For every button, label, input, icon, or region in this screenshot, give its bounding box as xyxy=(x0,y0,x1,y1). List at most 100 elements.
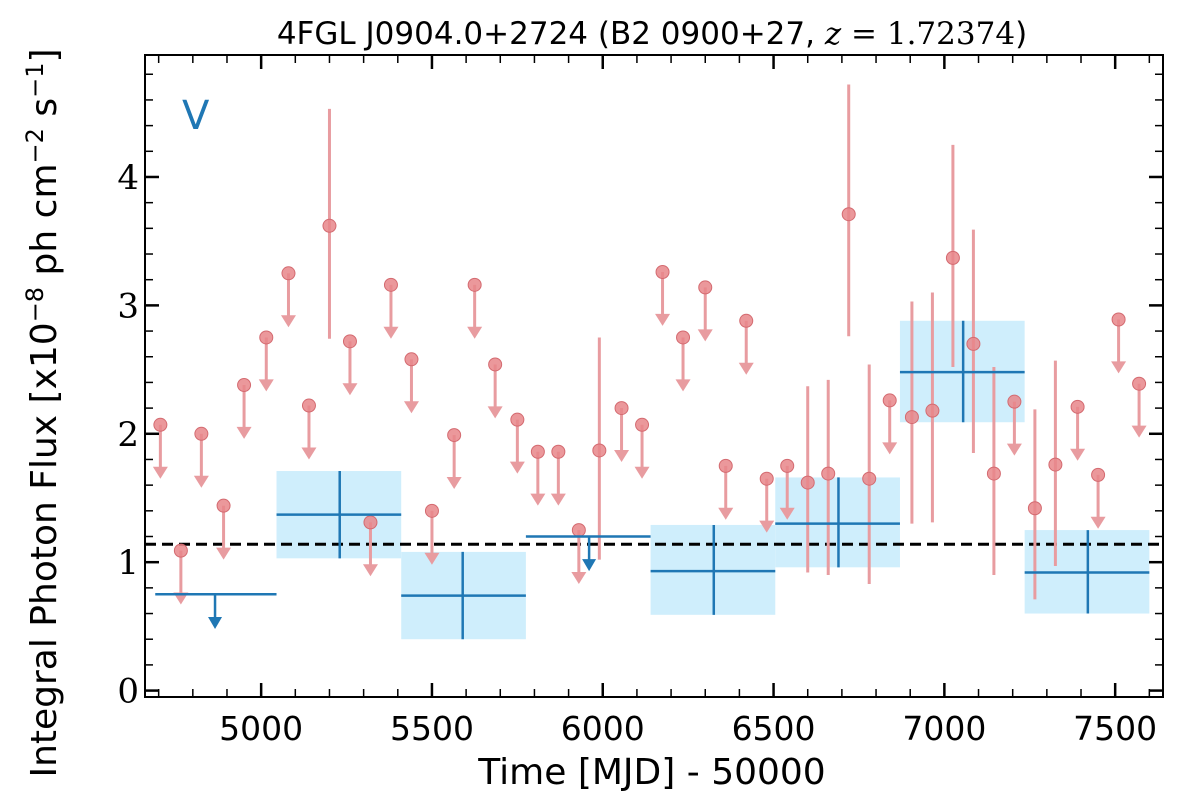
fine-upper-limit-point xyxy=(301,398,316,413)
fine-upper-limit-point xyxy=(614,401,629,416)
title-z-symbol: z xyxy=(824,16,842,52)
fine-upper-limit-point xyxy=(447,428,462,443)
y-tick-label: 3 xyxy=(117,286,139,326)
fine-data-point xyxy=(841,207,856,222)
fine-upper-limit-arrow xyxy=(152,466,168,479)
fine-upper-limit-arrow xyxy=(236,426,252,439)
fine-upper-limit-arrow xyxy=(342,383,358,396)
fine-data-point xyxy=(925,403,940,418)
fine-upper-limit-arrow xyxy=(882,442,898,455)
chart-title: 4FGL J0904.0+2724 (B2 0900+27, z = 1.723… xyxy=(277,16,1027,52)
fine-upper-limit-point xyxy=(571,523,586,538)
fine-data-point xyxy=(800,475,815,490)
fine-upper-limit-point xyxy=(655,264,670,279)
fine-upper-limit-arrow xyxy=(655,313,671,326)
fine-upper-limit-point xyxy=(173,543,188,558)
fine-upper-limit-point xyxy=(342,334,357,349)
fine-upper-limit-point xyxy=(780,458,795,473)
coarse-upper-limit-arrow xyxy=(582,559,597,572)
coarse-bin-layer xyxy=(155,320,1150,640)
fine-upper-limit-point xyxy=(759,471,774,486)
fine-upper-limit-arrow xyxy=(424,552,440,565)
x-tick-label: 7000 xyxy=(902,709,986,748)
fine-upper-limit-arrow xyxy=(258,379,274,392)
fine-upper-limit-point xyxy=(718,458,733,473)
coarse-upper-limit-arrow xyxy=(208,616,223,629)
fine-upper-limit-point xyxy=(259,330,274,345)
fine-upper-limit-arrow xyxy=(675,379,691,392)
y-tick-label: 0 xyxy=(117,672,139,712)
axes-layer xyxy=(144,54,1164,698)
fine-upper-limit-arrow xyxy=(550,493,566,506)
fine-upper-limit-arrow xyxy=(301,447,317,460)
fine-upper-limit-point xyxy=(383,277,398,292)
fine-upper-limit-arrow xyxy=(759,520,775,533)
fine-upper-limit-arrow xyxy=(280,315,296,328)
fine-upper-limit-point xyxy=(488,357,503,372)
fine-upper-limit-point xyxy=(510,412,525,427)
y-tick-label: 1 xyxy=(117,543,139,583)
fine-upper-limit-point xyxy=(404,352,419,367)
fine-upper-limit-point xyxy=(281,266,296,281)
fine-data-point xyxy=(986,466,1001,481)
fine-upper-limit-point xyxy=(424,503,439,518)
y-tick-label: 2 xyxy=(117,415,139,455)
fine-upper-limit-arrow xyxy=(487,406,503,419)
fine-upper-limit-arrow xyxy=(530,493,546,506)
fine-upper-limit-arrow xyxy=(1111,361,1127,374)
y-axis-title: Integral Photon Flux [x10−8 ph cm−2 s−1] xyxy=(21,48,65,777)
fine-upper-limit-arrow xyxy=(634,466,650,479)
tick-labels-layer: 5000 5500 6000 6500 7000 7500 0 1 2 3 4 xyxy=(117,158,1157,748)
fine-data-point xyxy=(945,250,960,265)
fine-upper-limit-point xyxy=(1007,394,1022,409)
fine-data-point xyxy=(966,336,981,351)
fine-upper-limit-arrow xyxy=(779,507,795,520)
fine-upper-limit-point xyxy=(530,444,545,459)
fine-bin-layer xyxy=(152,84,1147,605)
plot-frame xyxy=(144,54,1164,698)
fine-upper-limit-point xyxy=(635,417,650,432)
fine-upper-limit-point xyxy=(216,498,231,513)
fine-upper-limit-point xyxy=(237,377,252,392)
fine-data-point xyxy=(322,218,337,233)
fine-upper-limit-arrow xyxy=(571,572,587,585)
panel-label: V xyxy=(182,93,210,139)
fine-upper-limit-point xyxy=(1111,312,1126,327)
fine-upper-limit-arrow xyxy=(1090,516,1106,529)
fine-upper-limit-point xyxy=(1132,376,1147,391)
fine-upper-limit-point xyxy=(698,280,713,295)
fine-upper-limit-arrow xyxy=(614,450,630,463)
fine-upper-limit-point xyxy=(551,444,566,459)
x-tick-label: 7500 xyxy=(1073,709,1157,748)
fine-upper-limit-arrow xyxy=(467,326,483,339)
fine-upper-limit-arrow xyxy=(173,592,189,605)
fine-data-point xyxy=(1048,457,1063,472)
fine-upper-limit-point xyxy=(194,426,209,441)
fine-upper-limit-arrow xyxy=(697,329,713,342)
fine-upper-limit-point xyxy=(882,393,897,408)
fine-upper-limit-arrow xyxy=(446,476,462,489)
fine-upper-limit-arrow xyxy=(1006,443,1022,456)
x-axis-title: Time [MJD] - 50000 xyxy=(477,752,825,793)
fine-data-point xyxy=(862,471,877,486)
y-tick-label: 4 xyxy=(117,158,139,198)
x-tick-label: 5000 xyxy=(219,709,303,748)
fine-upper-limit-arrow xyxy=(1070,448,1086,461)
fine-upper-limit-arrow xyxy=(216,547,232,560)
fine-upper-limit-point xyxy=(1070,399,1085,414)
x-tick-label: 6500 xyxy=(732,709,816,748)
fine-upper-limit-point xyxy=(467,277,482,292)
fine-upper-limit-point xyxy=(676,330,691,345)
fine-data-point xyxy=(592,443,607,458)
fine-upper-limit-arrow xyxy=(403,401,419,414)
x-tick-label: 5500 xyxy=(390,709,474,748)
fine-upper-limit-arrow xyxy=(193,475,209,488)
fine-upper-limit-arrow xyxy=(383,326,399,339)
fine-upper-limit-arrow xyxy=(362,564,378,577)
fine-data-point xyxy=(1027,501,1042,516)
fine-upper-limit-arrow xyxy=(718,507,734,520)
fine-upper-limit-arrow xyxy=(738,362,754,375)
fine-upper-limit-arrow xyxy=(509,461,525,474)
fine-data-point xyxy=(821,466,836,481)
